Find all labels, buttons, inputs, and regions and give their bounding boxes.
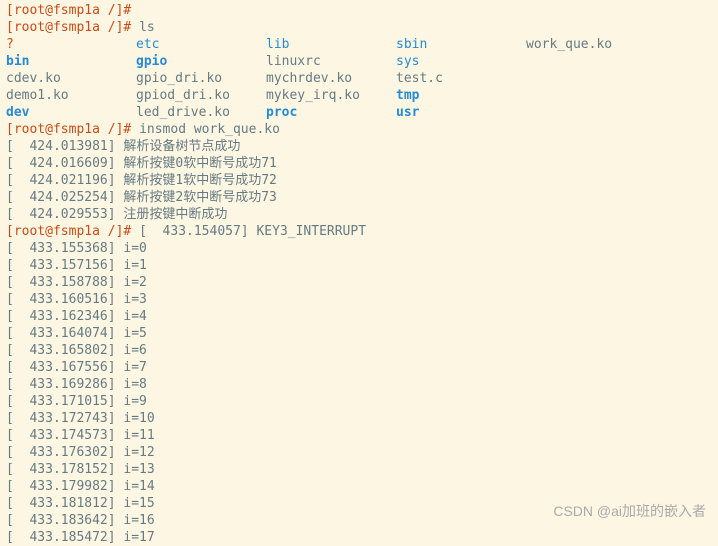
- iter-line: [ 433.157156] i=1: [6, 257, 712, 274]
- iter-line: [ 433.164074] i=5: [6, 325, 712, 342]
- iter-line: [ 433.169286] i=8: [6, 376, 712, 393]
- ls-cell: mychrdev.ko: [266, 70, 396, 87]
- prompt-text: [root@fsmp1a /]#: [6, 224, 139, 239]
- ls-cell: gpio_dri.ko: [136, 70, 266, 87]
- iteration-log: [ 433.155368] i=0[ 433.157156] i=1[ 433.…: [6, 240, 712, 546]
- ls-cell: etc: [136, 36, 266, 53]
- ls-cell: linuxrc: [266, 53, 396, 70]
- ls-cell: work_que.ko: [526, 36, 612, 53]
- ls-cell: sbin: [396, 36, 526, 53]
- ls-cell: lib: [266, 36, 396, 53]
- ls-cell: gpiod_dri.ko: [136, 87, 266, 104]
- iter-line: [ 433.179982] i=14: [6, 478, 712, 495]
- prompt-line: [root@fsmp1a /]#: [6, 2, 712, 19]
- prompt-text: [root@fsmp1a /]#: [6, 20, 139, 35]
- kernel-line: [ 424.029553] 注册按键中断成功: [6, 206, 712, 223]
- prompt-line-ls: [root@fsmp1a /]# ls: [6, 19, 712, 36]
- prompt-line-insmod: [root@fsmp1a /]# insmod work_que.ko: [6, 121, 712, 138]
- ls-cell: test.c: [396, 70, 526, 87]
- kernel-line: [ 424.025254] 解析按键2软中断号成功73: [6, 189, 712, 206]
- iter-line: [ 433.158788] i=2: [6, 274, 712, 291]
- command-text: insmod work_que.ko: [139, 122, 280, 137]
- kernel-line: [ 424.016609] 解析按键0软中断号成功71: [6, 155, 712, 172]
- ls-cell: gpio: [136, 53, 266, 70]
- kernel-log: [ 424.013981] 解析设备树节点成功[ 424.016609] 解析按…: [6, 138, 712, 223]
- iter-line: [ 433.167556] i=7: [6, 359, 712, 376]
- iter-line: [ 433.174573] i=11: [6, 427, 712, 444]
- iter-line: [ 433.165802] i=6: [6, 342, 712, 359]
- ls-row: cdev.kogpio_dri.komychrdev.kotest.c: [6, 70, 712, 87]
- ls-cell: ?: [6, 36, 136, 53]
- ls-cell: cdev.ko: [6, 70, 136, 87]
- prompt-text: [root@fsmp1a /]#: [6, 122, 139, 137]
- ls-cell: proc: [266, 104, 396, 121]
- kernel-line: [ 424.013981] 解析设备树节点成功: [6, 138, 712, 155]
- ls-cell: usr: [396, 104, 526, 121]
- terminal-output: [root@fsmp1a /]# [root@fsmp1a /]# ls ?et…: [6, 2, 712, 546]
- prompt-text: [root@fsmp1a /]#: [6, 3, 131, 18]
- ls-cell: sys: [396, 53, 526, 70]
- ls-row: demo1.kogpiod_dri.komykey_irq.kotmp: [6, 87, 712, 104]
- ls-cell: demo1.ko: [6, 87, 136, 104]
- iter-line: [ 433.155368] i=0: [6, 240, 712, 257]
- ls-cell: led_drive.ko: [136, 104, 266, 121]
- ls-row: bingpiolinuxrcsys: [6, 53, 712, 70]
- ls-row: devled_drive.koprocusr: [6, 104, 712, 121]
- iter-line: [ 433.176302] i=12: [6, 444, 712, 461]
- iter-line: [ 433.172743] i=10: [6, 410, 712, 427]
- iter-line: [ 433.185472] i=17: [6, 529, 712, 546]
- command-text: ls: [139, 20, 155, 35]
- ls-cell: bin: [6, 53, 136, 70]
- watermark: CSDN @ai加班的嵌入者: [553, 503, 706, 520]
- ls-row: ?etclibsbinwork_que.ko: [6, 36, 712, 53]
- ls-cell: dev: [6, 104, 136, 121]
- prompt-with-kernel: [root@fsmp1a /]# [ 433.154057] KEY3_INTE…: [6, 223, 712, 240]
- iter-line: [ 433.162346] i=4: [6, 308, 712, 325]
- ls-cell: mykey_irq.ko: [266, 87, 396, 104]
- iter-line: [ 433.178152] i=13: [6, 461, 712, 478]
- ls-cell: tmp: [396, 87, 526, 104]
- kernel-line: [ 424.021196] 解析按键1软中断号成功72: [6, 172, 712, 189]
- iter-line: [ 433.160516] i=3: [6, 291, 712, 308]
- ls-output: ?etclibsbinwork_que.kobingpiolinuxrcsysc…: [6, 36, 712, 121]
- kernel-interrupt: [ 433.154057] KEY3_INTERRUPT: [139, 224, 366, 239]
- iter-line: [ 433.171015] i=9: [6, 393, 712, 410]
